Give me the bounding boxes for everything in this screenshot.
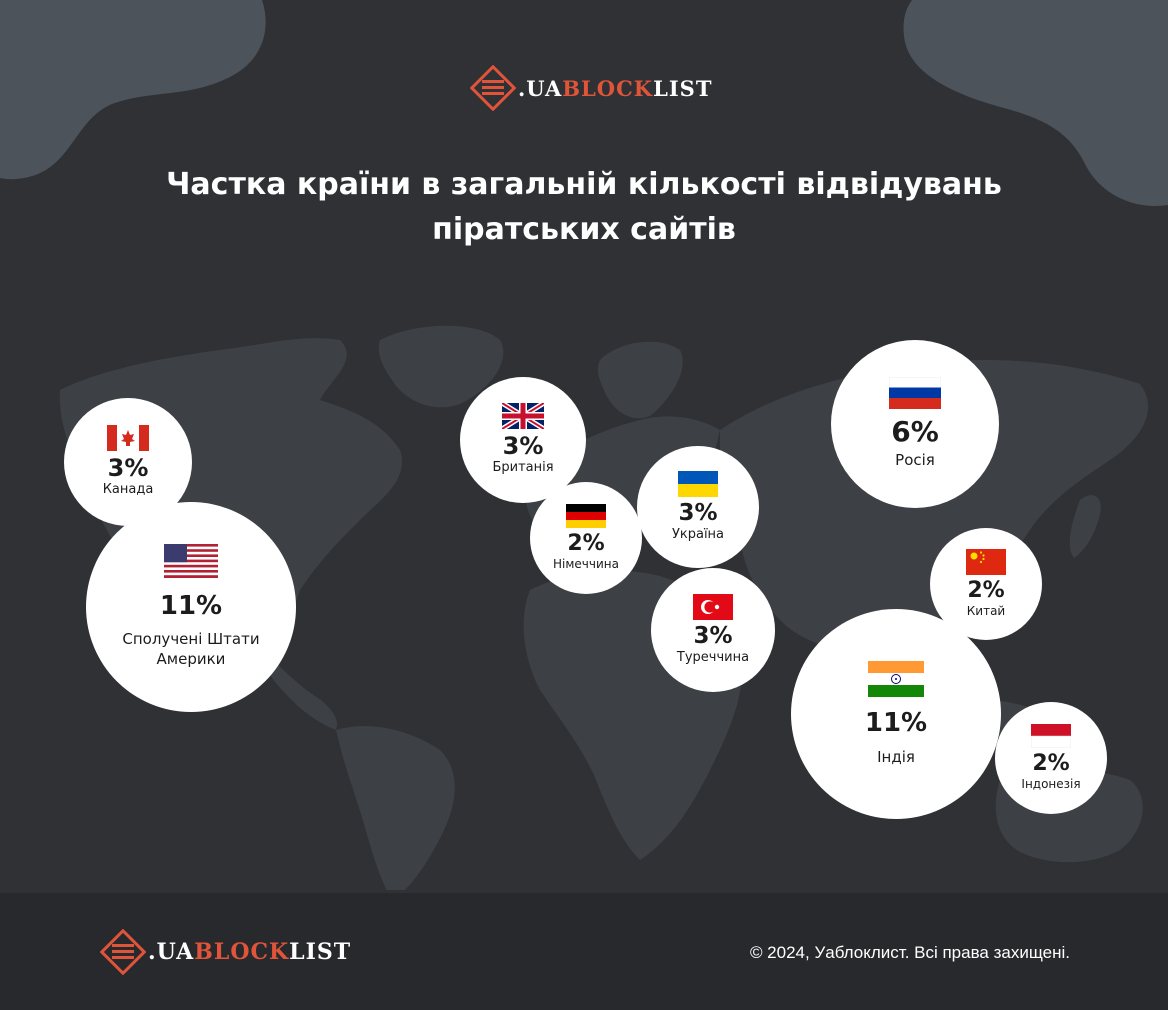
country-percent: 2%: [1032, 750, 1070, 776]
map-japan: [1069, 495, 1101, 558]
country-bubble-china: 2% Китай: [930, 528, 1042, 640]
canada-flag-icon: [107, 425, 149, 452]
page-title: Частка країни в загальній кількості відв…: [84, 162, 1084, 252]
map-scandinavia: [597, 341, 683, 419]
brand-part-list: LIST: [653, 75, 713, 101]
copyright-text: © 2024, Уаблоклист. Всі права захищені.: [749, 943, 1070, 962]
country-percent: 6%: [891, 415, 939, 449]
country-name: Китай: [966, 604, 1006, 618]
brand-logo: .UABLOCKLIST: [470, 64, 712, 112]
brand-logo-icon: [470, 65, 516, 111]
map-central-america: [262, 650, 338, 730]
map-greenland: [378, 325, 504, 408]
brand-part-ua: .UA: [148, 939, 195, 965]
decor-blob-right: [903, 0, 1168, 206]
footer-brand-logo: .UABLOCKLIST: [100, 928, 351, 976]
country-bubble-indonesia: 2% Індонезія: [995, 702, 1107, 814]
country-bubble-india: 11% Індія: [791, 609, 1001, 819]
country-bubble-usa: 11% Сполучені Штати Америки: [86, 502, 296, 712]
india-flag-icon: [868, 660, 924, 697]
country-bubble-germany: 2% Німеччина: [530, 482, 642, 594]
country-bubble-turkey: 3% Туреччина: [651, 568, 775, 692]
footer: .UABLOCKLIST © 2024, Уаблоклист. Всі пра…: [0, 893, 1168, 1010]
country-name: Британія: [492, 460, 554, 476]
country-percent: 3%: [693, 622, 733, 649]
footer-brand-logo-icon: [100, 929, 146, 975]
country-bubble-russia: 6% Росія: [831, 340, 999, 508]
country-percent: 3%: [107, 454, 149, 483]
country-name: Росія: [895, 451, 935, 470]
map-south-america: [336, 726, 455, 890]
brand-part-block: BLOCK: [194, 939, 290, 965]
germany-flag-icon: [566, 503, 606, 528]
uk-flag-icon: [502, 403, 544, 430]
ukraine-flag-icon: [678, 470, 718, 497]
brand-part-list: LIST: [289, 939, 352, 965]
brand-part-ua: .UA: [518, 75, 563, 101]
country-name-line-1: Сполучені Штати: [122, 630, 260, 649]
country-name: Канада: [102, 482, 154, 498]
country-name: Індія: [877, 748, 915, 767]
brand-part-block: BLOCK: [562, 75, 654, 101]
country-percent: 3%: [502, 432, 544, 461]
country-percent: 2%: [567, 530, 605, 556]
country-percent: 2%: [967, 577, 1005, 603]
footer-brand-logo-text: .UABLOCKLIST: [148, 939, 351, 965]
title-line-1: Частка країни в загальній кількості відв…: [166, 167, 1002, 202]
brand-logo-text: .UABLOCKLIST: [518, 76, 712, 101]
russia-flag-icon: [889, 377, 941, 410]
country-bubble-ukraine: 3% Україна: [637, 446, 759, 568]
country-name: Індонезія: [1021, 777, 1081, 791]
title-line-2: піратських сайтів: [432, 212, 736, 247]
country-bubble-uk: 3% Британія: [460, 377, 586, 503]
indonesia-flag-icon: [1031, 723, 1071, 748]
country-name: Туреччина: [676, 649, 750, 665]
country-percent: 11%: [864, 707, 928, 738]
country-percent: 11%: [159, 591, 223, 622]
usa-flag-icon: [164, 544, 218, 579]
china-flag-icon: [966, 548, 1006, 575]
country-name: Німеччина: [553, 557, 619, 571]
country-name: Україна: [671, 526, 725, 542]
decor-blob-left: [0, 0, 266, 180]
country-percent: 3%: [678, 499, 718, 526]
country-name-line-2: Америки: [156, 650, 226, 669]
turkey-flag-icon: [693, 593, 733, 620]
